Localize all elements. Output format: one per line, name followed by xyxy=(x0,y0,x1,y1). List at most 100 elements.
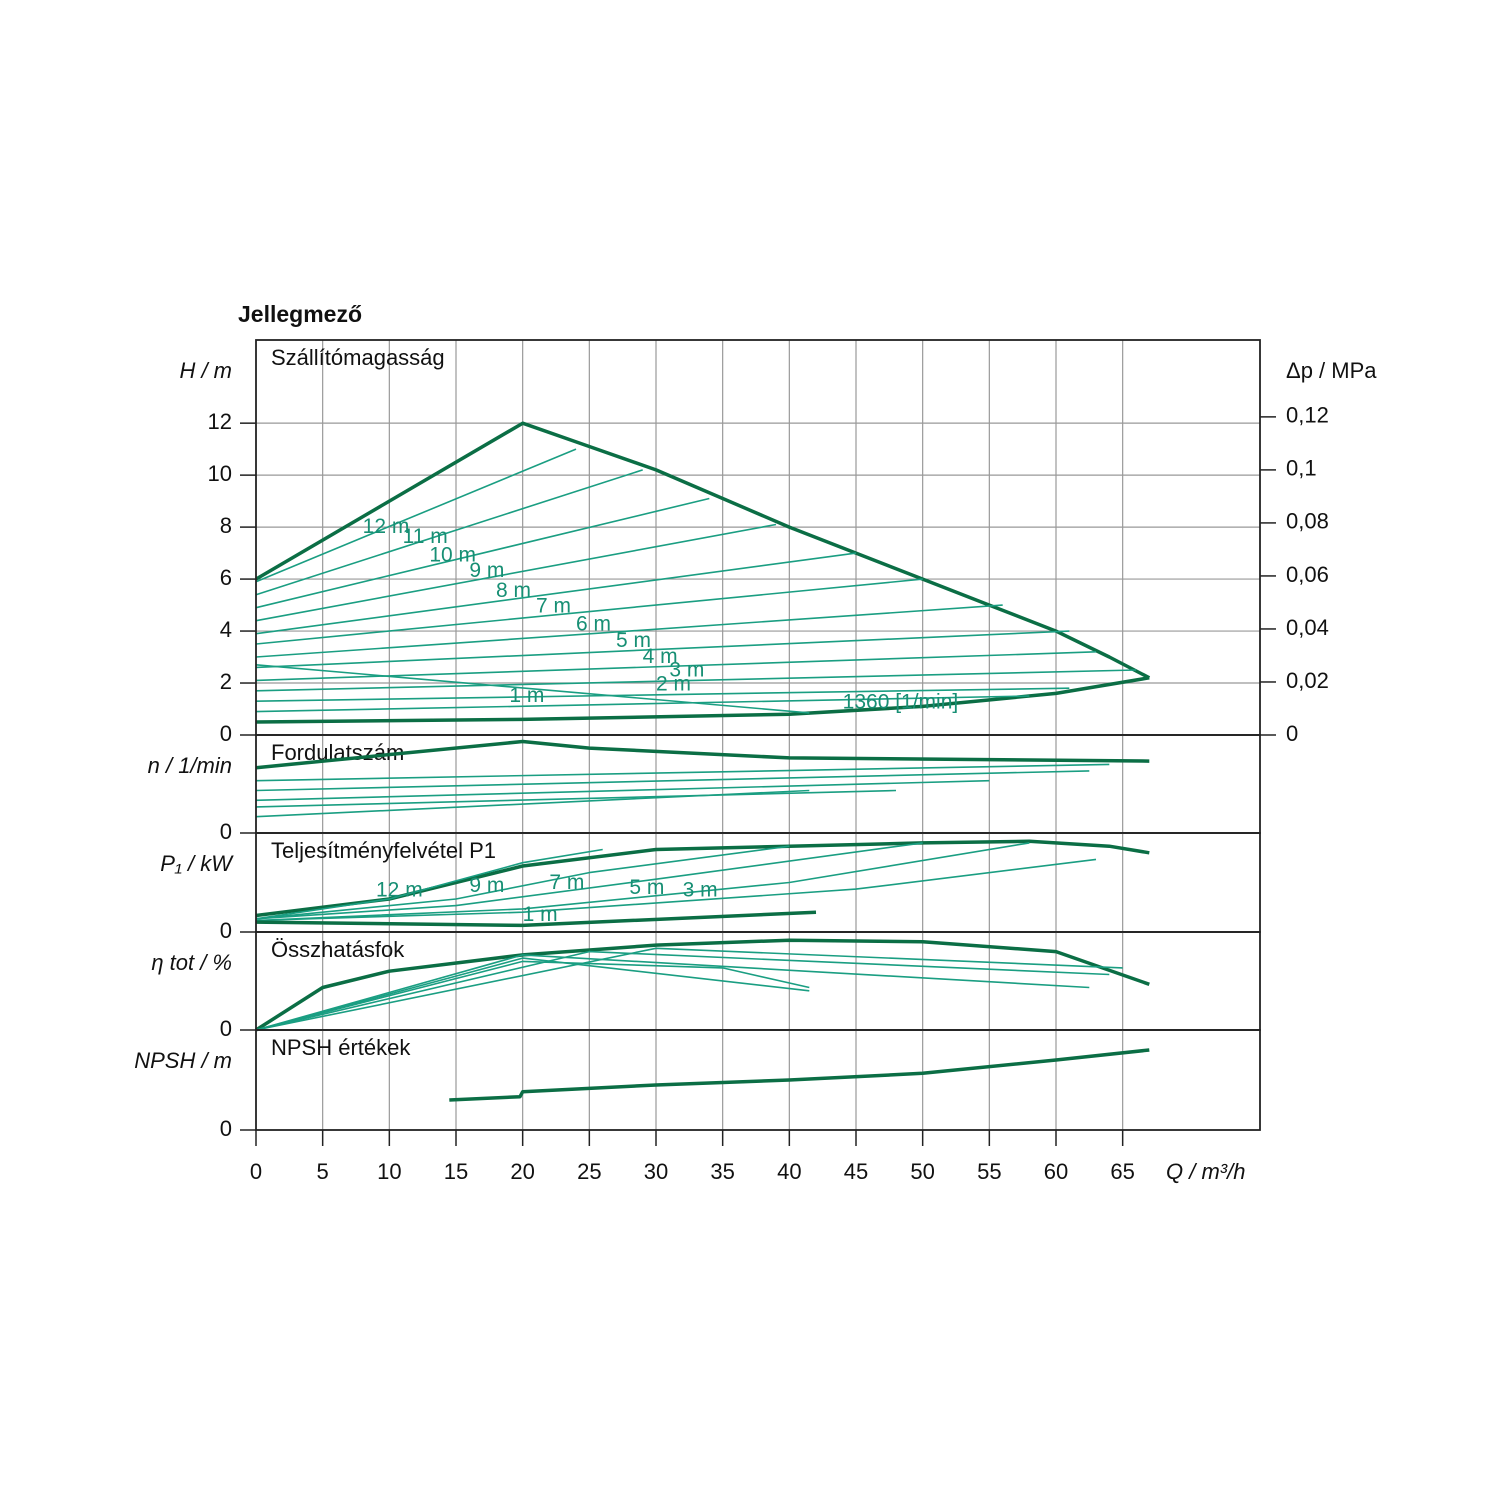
y2-tick-label: 0,02 xyxy=(1286,668,1329,693)
curve xyxy=(255,469,643,596)
y-tick-label: 0 xyxy=(220,918,232,943)
panel-title: Összhatásfok xyxy=(271,937,405,962)
curve xyxy=(255,695,1030,713)
x-tick-label: 50 xyxy=(910,1159,934,1184)
curve-label: 6 m xyxy=(576,612,611,635)
curve xyxy=(255,523,777,622)
y-tick-label: 0 xyxy=(220,1116,232,1141)
x-tick-label: 25 xyxy=(577,1159,601,1184)
y-axis-label: η tot / % xyxy=(151,950,232,975)
x-axis-label: Q / m³/h xyxy=(1166,1159,1245,1184)
curve xyxy=(255,947,1123,1031)
curve-label: 2 m xyxy=(656,672,691,695)
curve xyxy=(255,739,1150,770)
y-tick-label: 12 xyxy=(208,409,232,434)
curve xyxy=(255,552,857,635)
y-axis-label: H / m xyxy=(179,358,232,383)
panel-title: Teljesítményfelvétel P1 xyxy=(271,838,496,863)
y-tick-label: 4 xyxy=(220,617,232,642)
y2-tick-label: 0 xyxy=(1286,721,1298,746)
curve xyxy=(255,779,990,802)
panel-title: NPSH értékek xyxy=(271,1035,411,1060)
curve-label: 1 m xyxy=(523,903,558,926)
curve xyxy=(255,497,710,609)
curve xyxy=(255,858,1097,922)
curve xyxy=(255,770,1090,792)
curve xyxy=(255,789,810,818)
x-tick-label: 20 xyxy=(510,1159,534,1184)
curve xyxy=(255,957,810,1031)
curve xyxy=(255,950,1110,1031)
curve xyxy=(255,687,1070,702)
curve xyxy=(255,789,897,808)
chart-title: Jellegmező xyxy=(238,301,362,327)
y-axis-label: n / 1/min xyxy=(148,753,232,778)
curve-label: 9 m xyxy=(469,559,504,582)
curve-label: 5 m xyxy=(629,876,664,899)
curve xyxy=(255,910,817,928)
curve-label: 3 m xyxy=(669,659,704,682)
curve-label: 1360 [1/min] xyxy=(843,690,959,713)
y2-axis-label: Δp / MPa xyxy=(1286,358,1377,383)
plot-area: 0 2 4 6 8 10 12 0 0,02 0,04 0,06 0,08 0,1 0,12 Δp / MP… xyxy=(134,339,1377,1184)
curve xyxy=(449,1048,1150,1102)
curve xyxy=(255,448,577,583)
panel-title: Szállítómagasság xyxy=(271,345,445,370)
curve-label: 10 m xyxy=(429,543,476,566)
x-tick-label: 65 xyxy=(1110,1159,1134,1184)
curve-label: 7 m xyxy=(549,871,584,894)
y2-tick-label: 0,04 xyxy=(1286,615,1329,640)
curve xyxy=(255,630,1070,669)
curve-label: 3 m xyxy=(683,879,718,902)
curve-label: 7 m xyxy=(536,594,571,617)
x-tick-label: 35 xyxy=(710,1159,734,1184)
y-axis-label: P₁ / kW xyxy=(160,851,234,876)
curve-label: 8 m xyxy=(496,579,531,602)
x-tick-label: 30 xyxy=(644,1159,668,1184)
curve xyxy=(255,763,1110,782)
x-tick-label: 0 xyxy=(250,1159,262,1184)
curve xyxy=(255,842,1030,922)
x-tick-label: 45 xyxy=(844,1159,868,1184)
curve xyxy=(255,669,1137,692)
curve xyxy=(255,664,810,714)
curve xyxy=(255,842,923,920)
y-tick-label: 10 xyxy=(208,461,232,486)
curve-label: 5 m xyxy=(616,629,651,652)
curve-label: 4 m xyxy=(643,645,678,668)
curve xyxy=(255,960,810,1031)
y-tick-label: 0 xyxy=(220,721,232,746)
y2-tick-label: 0,12 xyxy=(1286,403,1329,428)
y-tick-label: 8 xyxy=(220,513,232,538)
y-tick-label: 2 xyxy=(220,669,232,694)
curve xyxy=(255,848,603,920)
curve xyxy=(255,651,1097,682)
x-tick-label: 55 xyxy=(977,1159,1001,1184)
curve xyxy=(255,421,1151,680)
x-tick-label: 40 xyxy=(777,1159,801,1184)
panel-frame xyxy=(255,1029,1261,1131)
x-tick-label: 15 xyxy=(444,1159,468,1184)
curve-label: 12 m xyxy=(376,879,423,902)
curve xyxy=(255,604,1003,658)
y2-tick-label: 0,1 xyxy=(1286,456,1317,481)
curve xyxy=(255,938,1150,1032)
x-tick-label: 60 xyxy=(1044,1159,1068,1184)
curve-label: 12 m xyxy=(363,515,410,538)
curve xyxy=(255,676,1150,724)
y2-tick-label: 0,08 xyxy=(1286,509,1329,534)
x-tick-label: 10 xyxy=(377,1159,401,1184)
y-axis-label: NPSH / m xyxy=(134,1048,232,1073)
curve-label: 9 m xyxy=(469,874,504,897)
y-tick-label: 0 xyxy=(220,819,232,844)
y2-tick-label: 0,06 xyxy=(1286,562,1329,587)
curve-label: 11 m xyxy=(403,525,448,548)
curve xyxy=(255,954,1090,1031)
x-tick-label: 5 xyxy=(317,1159,329,1184)
curve xyxy=(255,578,923,645)
curve xyxy=(255,845,790,920)
y-tick-label: 6 xyxy=(220,565,232,590)
y-tick-label: 0 xyxy=(220,1016,232,1041)
